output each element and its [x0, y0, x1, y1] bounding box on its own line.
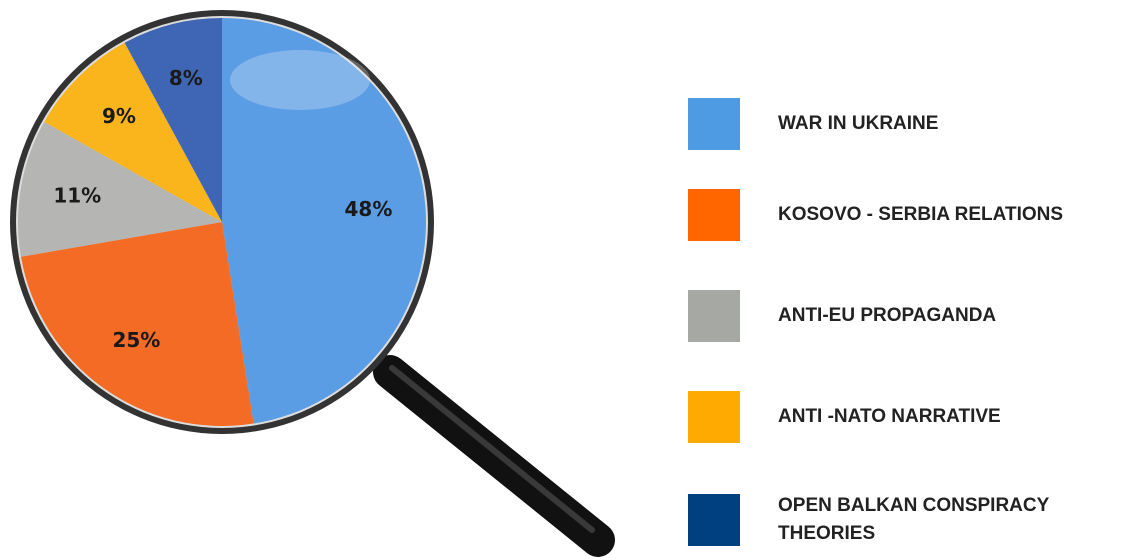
legend-swatch [688, 189, 740, 241]
handle-shine [392, 368, 592, 530]
legend-label: ANTI-EU PROPAGANDA [778, 302, 1108, 330]
pie-slice [21, 222, 254, 426]
legend-item: ANTI-EU PROPAGANDA [688, 290, 1108, 342]
legend-label: OPEN BALKAN CONSPIRACY THEORIES [778, 492, 1108, 548]
legend-swatch [688, 494, 740, 546]
slice-label: 11% [53, 183, 101, 207]
legend-label: WAR IN UKRAINE [778, 110, 1108, 138]
legend-item: ANTI -NATO NARRATIVE [688, 391, 1108, 443]
slice-label: 25% [112, 328, 160, 352]
slice-label: 9% [102, 104, 136, 128]
legend-swatch [688, 391, 740, 443]
legend-label: KOSOVO - SERBIA RELATIONS [778, 201, 1108, 229]
legend-item: KOSOVO - SERBIA RELATIONS [688, 189, 1108, 241]
chart: 48% 25% 11% 9% 8% [0, 0, 1135, 560]
page: 48% 25% 11% 9% 8% WAR IN UKRAINE KOSOVO - SER… [0, 0, 1135, 560]
legend-item: OPEN BALKAN CONSPIRACY THEORIES [688, 492, 1108, 548]
slice-label: 8% [169, 66, 203, 90]
legend-item: WAR IN UKRAINE [688, 98, 1108, 150]
glass-highlight [230, 50, 370, 110]
legend-swatch [688, 98, 740, 150]
legend-label: ANTI -NATO NARRATIVE [778, 403, 1108, 431]
slice-label: 48% [344, 197, 392, 221]
legend-swatch [688, 290, 740, 342]
magnifier-handle [390, 372, 598, 540]
